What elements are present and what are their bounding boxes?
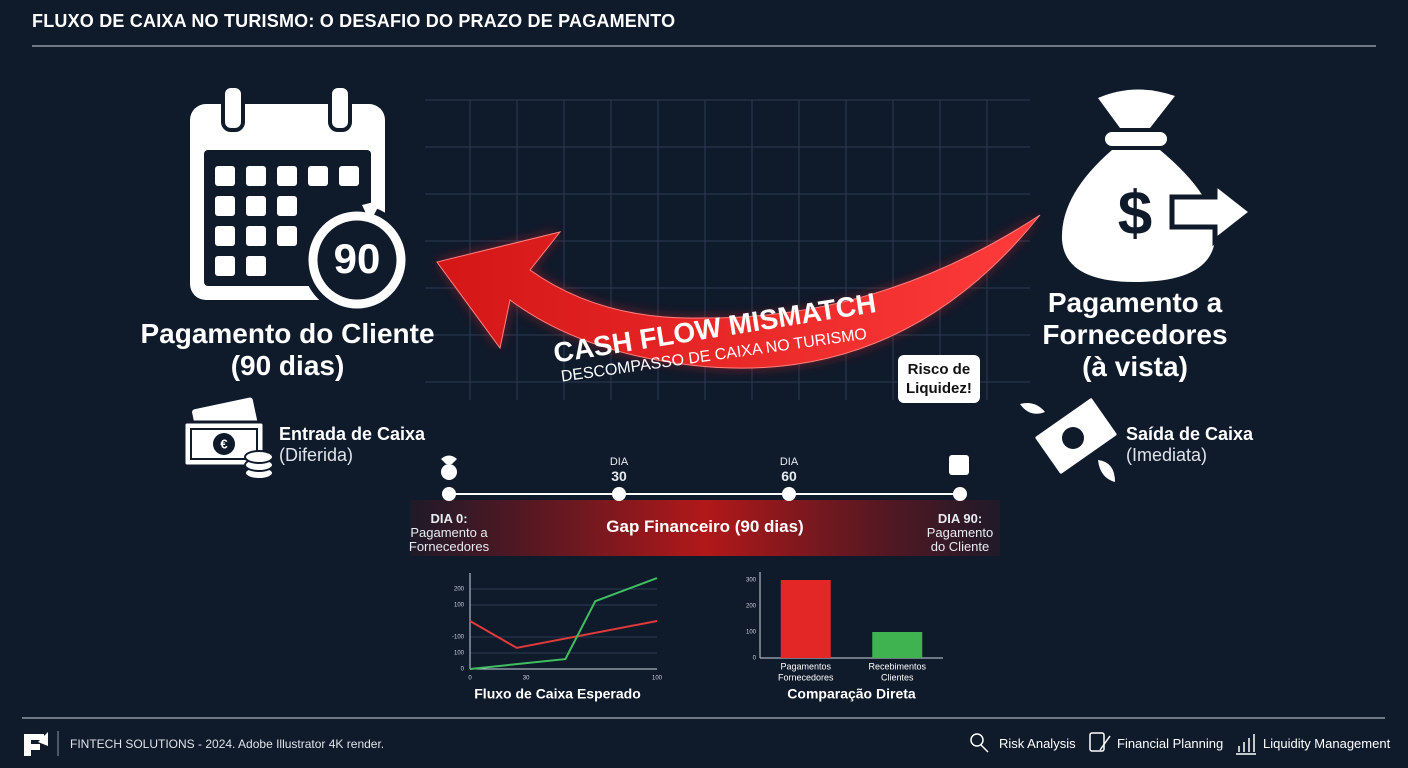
logo	[24, 732, 48, 756]
page-title: FLUXO DE CAIXA NO TURISMO: O DESAFIO DO …	[32, 11, 676, 31]
footer-credit: FINTECH SOLUTIONS - 2024. Adobe Illustra…	[70, 737, 385, 751]
left-title: Pagamento do Cliente (90 dias)	[130, 318, 445, 382]
x-tick-label: Fornecedores	[778, 672, 834, 682]
footer-link[interactable]: Liquidity Management	[1263, 736, 1391, 751]
line-series	[469, 620, 658, 649]
tl-line: Fornecedores	[408, 539, 490, 554]
cash-icon	[182, 397, 274, 480]
tl-line: Pagamento	[926, 525, 994, 540]
timeline-start: DIA 0: Pagamento a Fornecedores	[389, 512, 509, 554]
y-tick-label: 100	[454, 603, 465, 609]
right-title-line: Pagamento a	[1047, 287, 1223, 318]
gap-label: Gap Financeiro (90 dias)	[606, 517, 804, 536]
tl-line: do Cliente	[930, 539, 990, 554]
flow-label: Entrada de Caixa	[279, 424, 426, 444]
y-tick-label: 100	[454, 651, 465, 657]
chart-title: Fluxo de Caixa Esperado	[474, 686, 641, 702]
dollar-sign: $	[1118, 179, 1152, 248]
callout-line: Liquidez!	[906, 380, 972, 397]
footer-link[interactable]: Financial Planning	[1117, 736, 1224, 751]
bg-grid	[425, 99, 1030, 400]
left-title-line: (90 dias)	[230, 350, 345, 381]
x-tick-label: 100	[652, 676, 663, 682]
timeline-dots	[442, 487, 967, 501]
y-tick-label: 300	[746, 578, 757, 584]
right-title-line: (à vista)	[1082, 351, 1188, 382]
bar	[780, 580, 831, 658]
callout: Risco de Liquidez!	[898, 355, 980, 403]
y-tick-label: 0	[461, 667, 465, 673]
flow-note: (Imediata)	[1126, 445, 1208, 465]
calendar-badge: 90	[334, 235, 381, 282]
arrow	[436, 214, 1041, 369]
bar	[872, 632, 923, 658]
timeline-end: DIA 90: Pagamento do Cliente	[900, 512, 1020, 554]
left-title-line: Pagamento do Cliente	[140, 318, 435, 349]
line-series	[469, 577, 658, 670]
y-tick-label: 200	[746, 604, 757, 610]
tl-day: DIA	[779, 456, 799, 468]
tl-line: Pagamento a	[410, 525, 488, 540]
tl-day-num: 60	[781, 468, 797, 484]
tl-day: DIA	[609, 456, 629, 468]
gap-band	[410, 500, 1000, 556]
timeline-mid2: DIA 60	[759, 455, 819, 484]
flow-note: (Diferida)	[279, 445, 354, 465]
x-tick-label: 0	[468, 676, 472, 682]
euro-sign: €	[220, 436, 227, 451]
y-tick-label: -100	[452, 635, 465, 641]
footer-icons	[970, 732, 1256, 755]
right-title: Pagamento a Fornecedores (à vista)	[1020, 287, 1250, 383]
y-tick-label: 200	[454, 587, 465, 593]
y-tick-label: 100	[746, 630, 757, 636]
flow-label: Saída de Caixa	[1126, 424, 1254, 444]
x-tick-label: Clientes	[881, 672, 914, 682]
flying-cash-icon	[1020, 395, 1120, 482]
left-flow: Entrada de Caixa (Diferida)	[279, 424, 425, 466]
money-bag-icon	[1061, 89, 1257, 282]
callout-line: Risco de	[907, 361, 971, 378]
x-tick-label: 30	[523, 676, 530, 682]
x-tick-label: Recebimentos	[868, 661, 926, 671]
timeline-mid1: DIA 30	[589, 455, 649, 484]
right-flow: Saída de Caixa (Imediata)	[1126, 424, 1253, 466]
tl-day: DIA 0:	[430, 511, 468, 526]
y-tick-label: 0	[753, 656, 757, 662]
timeline-icons	[441, 455, 969, 480]
x-tick-label: Pagamentos	[780, 661, 831, 671]
chart-title: Comparação Direta	[787, 686, 916, 702]
footer-link[interactable]: Risk Analysis	[999, 736, 1076, 751]
tl-day: DIA 90:	[937, 511, 983, 526]
tl-day-num: 30	[611, 468, 627, 484]
calendar-icon	[190, 84, 412, 315]
right-title-line: Fornecedores	[1042, 319, 1228, 350]
